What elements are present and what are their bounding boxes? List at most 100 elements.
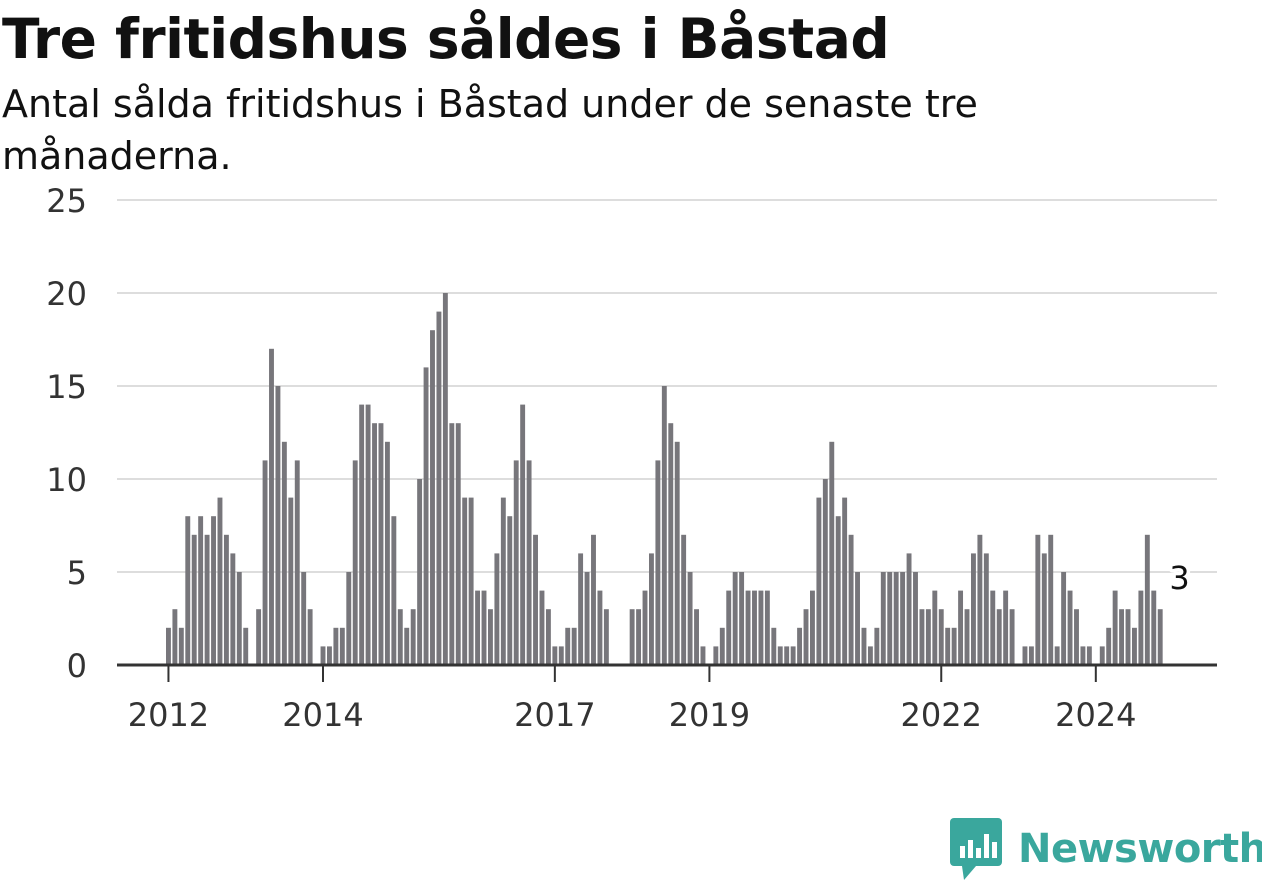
- bar: [919, 609, 925, 665]
- bar: [591, 534, 596, 665]
- bar: [204, 534, 210, 665]
- bar: [771, 627, 777, 665]
- x-tick-label: 2022: [901, 696, 982, 734]
- bar: [636, 609, 642, 665]
- x-axis-tick-labels: 2012 2014 2017 2019 2022 2024: [128, 696, 1137, 734]
- bar: [938, 609, 944, 665]
- bar: [719, 627, 725, 665]
- bar: [1106, 627, 1112, 665]
- bar: [397, 609, 403, 665]
- bar: [855, 572, 860, 665]
- y-tick-label: 10: [46, 461, 87, 499]
- bar: [462, 497, 468, 665]
- bar: [578, 553, 584, 665]
- bar: [275, 386, 281, 665]
- bar: [893, 572, 899, 665]
- bar: [507, 516, 513, 665]
- bar: [835, 516, 841, 665]
- bar: [1022, 646, 1028, 665]
- bar: [236, 572, 242, 665]
- bar: [520, 404, 526, 665]
- bar: [294, 460, 300, 665]
- bar: [655, 460, 661, 665]
- bar: [571, 627, 577, 665]
- bar: [867, 646, 873, 665]
- bar: [932, 590, 938, 665]
- bar: [739, 572, 745, 665]
- bar: [752, 590, 757, 665]
- bar: [784, 646, 790, 665]
- bar: [964, 609, 970, 665]
- bar: [211, 516, 216, 665]
- bar: [513, 460, 519, 665]
- bar: [713, 646, 719, 665]
- x-tick-label: 2024: [1055, 696, 1136, 734]
- bar: [442, 293, 448, 665]
- bar: [661, 386, 667, 665]
- chart-subtitle: Antal sålda fritidshus i Båstad under de…: [2, 82, 978, 178]
- bar: [945, 627, 951, 665]
- bar: [681, 534, 687, 665]
- bar: [488, 609, 493, 665]
- gridlines: [117, 199, 1217, 573]
- brand-logo: Newsworthy: [950, 818, 1262, 880]
- bar: [1003, 590, 1009, 665]
- bar: [262, 460, 268, 665]
- bar: [1074, 609, 1079, 665]
- bar: [861, 627, 867, 665]
- bar: [436, 311, 442, 665]
- bar: [816, 497, 822, 665]
- bar: [1067, 590, 1073, 665]
- bar: [822, 479, 828, 665]
- y-tick-label: 5: [67, 554, 87, 592]
- bar: [887, 572, 893, 665]
- bar: [1119, 609, 1125, 665]
- bar: [700, 646, 706, 665]
- bar: [172, 609, 178, 665]
- bar: [449, 423, 455, 665]
- bar: [404, 627, 410, 665]
- bar: [694, 609, 699, 665]
- bar: [333, 627, 339, 665]
- y-tick-label: 15: [46, 368, 87, 406]
- bar: [1144, 534, 1150, 665]
- bar: [1138, 590, 1144, 665]
- bar: [1151, 590, 1157, 665]
- bar: [797, 627, 803, 665]
- bar: [777, 646, 783, 665]
- bar: [1125, 609, 1131, 665]
- bar-chart: 0 5 10 15 20 25 2012 2014 2017 2019 2022 2024 3: [46, 182, 1217, 734]
- bar: [230, 553, 236, 665]
- bar: [764, 590, 770, 665]
- bar: [649, 553, 654, 665]
- bar: [281, 441, 287, 665]
- bar: [1086, 646, 1092, 665]
- bar: [1041, 553, 1047, 665]
- bar: [958, 590, 964, 665]
- bar: [372, 423, 377, 665]
- bar: [726, 590, 732, 665]
- y-tick-label: 25: [46, 182, 87, 220]
- bar: [584, 572, 590, 665]
- bar: [198, 516, 204, 665]
- bar: [803, 609, 809, 665]
- bar: [391, 516, 397, 665]
- bar: [320, 646, 326, 665]
- bar: [900, 572, 906, 665]
- bar: [365, 404, 371, 665]
- bar: [1035, 534, 1041, 665]
- x-tick-label: 2012: [128, 696, 209, 734]
- newsworthy-logo-icon: [950, 818, 1002, 880]
- x-tick-label: 2019: [669, 696, 750, 734]
- bar: [301, 572, 307, 665]
- highlight-value-label: 3: [1169, 559, 1189, 597]
- chart-title: Tre fritidshus såldes i Båstad: [2, 7, 890, 71]
- bar: [951, 627, 957, 665]
- bar: [269, 348, 274, 665]
- x-tick-label: 2014: [282, 696, 363, 734]
- bar: [642, 590, 648, 665]
- bar: [500, 497, 506, 665]
- bar: [327, 646, 332, 665]
- bar: [1048, 534, 1054, 665]
- bar: [558, 646, 564, 665]
